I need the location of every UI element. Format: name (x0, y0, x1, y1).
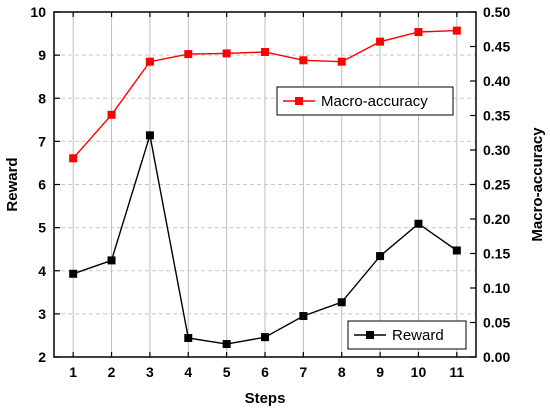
x-tick-label: 3 (146, 364, 154, 380)
data-point (261, 333, 269, 342)
data-point (414, 28, 423, 37)
y-right-tick-label: 0.15 (483, 246, 510, 262)
data-point (337, 298, 346, 307)
data-point (145, 57, 154, 66)
x-tick-label: 9 (376, 364, 384, 380)
y-right-tick-label: 0.10 (483, 280, 510, 296)
data-point (261, 48, 269, 57)
y-left-tick-label: 4 (38, 263, 46, 279)
data-point (299, 56, 308, 65)
data-point (69, 154, 78, 163)
axes: 1 2 3 4 5 6 7 8 9 10 11 2 3 4 5 6 7 8 9 10 0.00 0.05 0.10 0.15 0… (4, 4, 546, 407)
y-left-tick-label: 10 (30, 4, 46, 20)
legend-marker (366, 331, 374, 339)
data-point (69, 269, 78, 278)
data-point (145, 131, 154, 140)
y-right-tick-label: 0.45 (483, 39, 510, 55)
data-point (107, 110, 116, 119)
data-point (376, 37, 385, 46)
grid (54, 12, 476, 357)
x-axis-title: Steps (245, 390, 286, 407)
y-left-tick-label: 3 (38, 306, 46, 322)
y-left-tick-label: 6 (38, 177, 46, 193)
data-point (414, 219, 423, 228)
x-tick-label: 6 (261, 364, 269, 380)
y-right-axis-title: Macro-accuracy (529, 127, 546, 242)
series-macro-accuracy (69, 26, 461, 163)
legend-label: Macro-accuracy (321, 93, 428, 110)
x-tick-label: 1 (69, 364, 77, 380)
legend-marker (295, 97, 303, 105)
data-point (299, 312, 308, 321)
y-right-tick-label: 0.40 (483, 73, 510, 89)
legend-macro-accuracy: Macro-accuracy (276, 86, 454, 116)
y-right-tick-label: 0.50 (483, 4, 510, 20)
x-tick-label: 2 (108, 364, 116, 380)
data-point (452, 26, 461, 35)
legend-label: Reward (392, 327, 444, 344)
y-left-tick-label: 9 (38, 47, 46, 63)
data-point (452, 246, 461, 255)
y-left-tick-label: 7 (38, 133, 46, 149)
y-right-tick-label: 0.30 (483, 142, 510, 158)
y-left-tick-label: 8 (38, 90, 46, 106)
x-tick-label: 8 (338, 364, 346, 380)
y-right-tick-label: 0.00 (483, 349, 510, 365)
x-tick-label: 10 (411, 364, 427, 380)
data-point (222, 49, 231, 58)
series-layer (69, 26, 461, 349)
x-tick-label: 7 (299, 364, 307, 380)
legends: Macro-accuracy Reward (276, 86, 467, 350)
x-tick-label: 5 (223, 364, 231, 380)
legend-reward: Reward (347, 320, 467, 350)
y-right-tick-label: 0.25 (483, 177, 510, 193)
series-reward (69, 131, 461, 349)
data-point (184, 334, 193, 343)
data-point (184, 50, 193, 59)
y-right-tick-label: 0.35 (483, 108, 510, 124)
y-left-tick-label: 5 (38, 220, 46, 236)
y-left-tick-label: 2 (38, 349, 46, 365)
y-right-tick-label: 0.05 (483, 315, 510, 331)
data-point (376, 252, 385, 261)
x-tick-label: 11 (449, 364, 464, 380)
x-tick-label: 4 (184, 364, 192, 380)
y-right-tick-label: 0.20 (483, 211, 510, 227)
y-left-axis-title: Reward (4, 157, 21, 211)
data-point (222, 340, 231, 349)
data-point (337, 57, 346, 66)
data-point (107, 256, 116, 265)
